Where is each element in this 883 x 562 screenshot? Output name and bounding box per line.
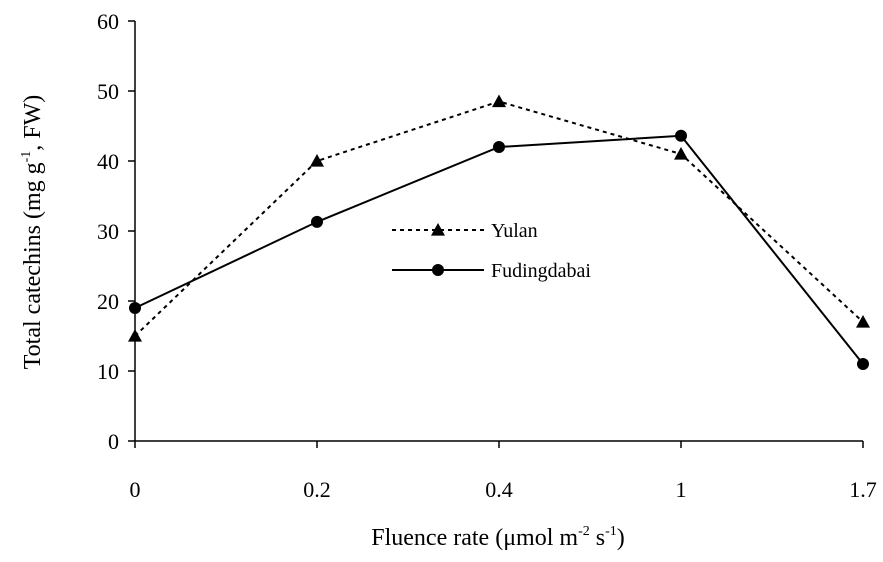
y-tick-label: 20: [97, 289, 119, 314]
y-tick-label: 30: [97, 219, 119, 244]
series-line-fudingdabai: [134, 134, 864, 365]
series-line-yulan: [134, 100, 864, 337]
data-point-fudingdabai: [493, 141, 505, 153]
x-tick-label: 1: [676, 477, 687, 502]
y-tick-label: 60: [97, 9, 119, 34]
x-tick-label: 0.4: [485, 477, 513, 502]
data-point-yulan: [128, 329, 142, 342]
y-ticks: 0 10 20 30 40 50 60: [97, 9, 135, 454]
series-fudingdabai: [129, 129, 869, 370]
data-point-yulan: [492, 94, 506, 108]
y-tick-label: 50: [97, 79, 119, 104]
data-point-yulan: [856, 315, 870, 328]
x-axis-label: Fluence rate (μmol m-2 s-1): [371, 524, 625, 551]
data-point-yulan: [674, 147, 688, 160]
x-tick-label: 0: [130, 477, 141, 502]
y-tick-label: 40: [97, 149, 119, 174]
y-tick-label: 0: [108, 429, 119, 454]
data-point-fudingdabai: [857, 358, 869, 370]
x-tick-label: 1.7: [849, 477, 877, 502]
y-axis-label: Total catechins (mg g-1, FW): [19, 95, 46, 370]
legend: Yulan Fudingdabai: [392, 220, 591, 282]
x-tick-label: 0.2: [303, 477, 331, 502]
legend-marker-fudingdabai: [432, 264, 444, 276]
data-point-fudingdabai: [675, 129, 687, 142]
series-layer: [128, 94, 870, 370]
data-point-yulan: [310, 154, 324, 167]
legend-label-fudingdabai: Fudingdabai: [491, 260, 591, 282]
data-point-fudingdabai: [311, 215, 323, 228]
legend-marker-yulan: [431, 223, 445, 236]
series-yulan: [128, 94, 870, 342]
y-tick-label: 10: [97, 359, 119, 384]
legend-label-yulan: Yulan: [491, 220, 538, 242]
x-ticks: 0 0.2 0.4 1 1.7: [130, 441, 877, 502]
data-point-fudingdabai: [129, 302, 141, 314]
